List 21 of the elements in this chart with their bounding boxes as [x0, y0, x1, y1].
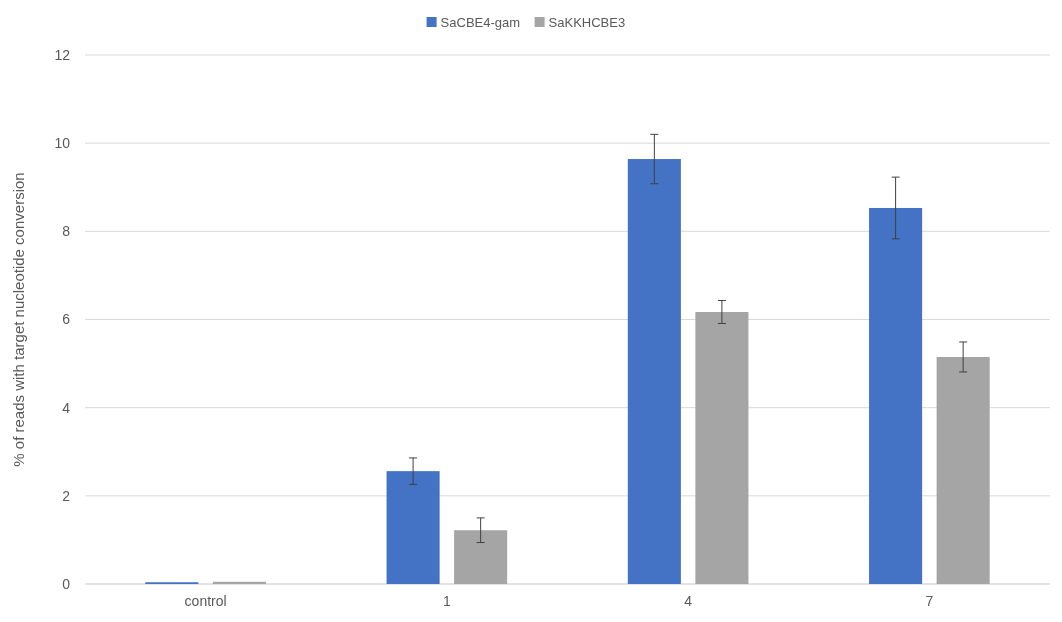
bar — [869, 207, 923, 584]
bar — [212, 581, 266, 584]
bar — [454, 530, 508, 584]
y-tick-label: 12 — [54, 46, 71, 63]
y-axis-title: % of reads with target nucleotide conversion — [10, 172, 27, 467]
bar — [386, 471, 440, 584]
x-tick-label: 7 — [925, 593, 934, 609]
x-tick-label: control — [184, 593, 227, 609]
y-tick-label: 4 — [62, 399, 71, 416]
x-tick-label: 1 — [442, 593, 451, 609]
bar — [627, 159, 681, 584]
x-tick-label: 4 — [684, 593, 693, 609]
y-tick-label: 10 — [54, 135, 71, 152]
legend-label: SaCBE4-gam — [440, 14, 521, 30]
y-tick-label: 6 — [62, 311, 71, 328]
bar — [936, 356, 990, 584]
y-tick-label: 0 — [62, 575, 71, 592]
bar — [695, 312, 749, 584]
y-tick-label: 8 — [62, 223, 71, 240]
legend-label: SaKKHCBE3 — [548, 14, 626, 30]
y-tick-label: 2 — [62, 487, 71, 504]
